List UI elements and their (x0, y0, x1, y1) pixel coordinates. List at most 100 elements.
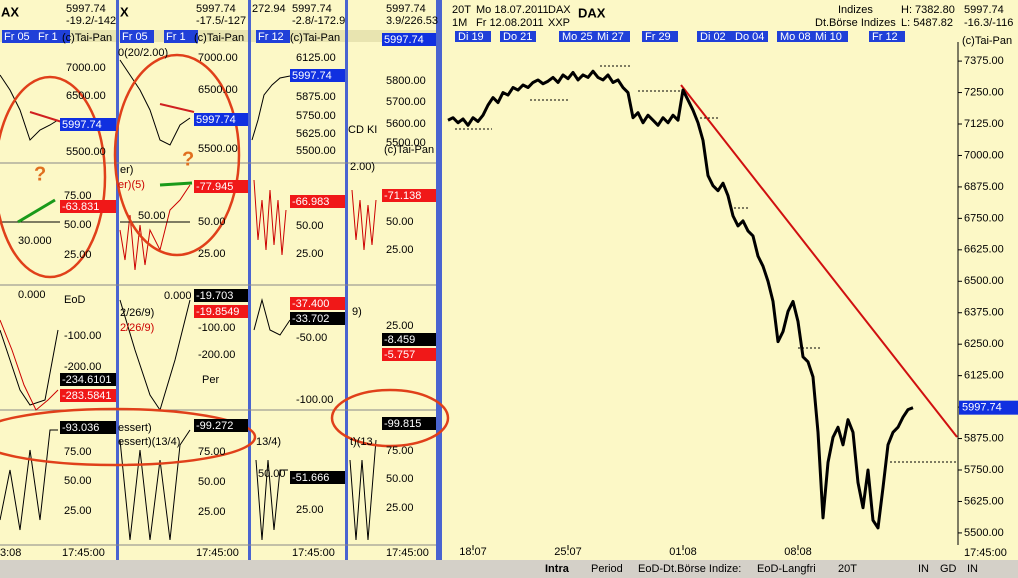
panel-label: 17:45:00 (62, 547, 105, 559)
date-tab-label: Do 21 (503, 31, 532, 43)
date-tab-label: Mi 10 (815, 31, 842, 43)
panel-label: 5997.74 (384, 34, 424, 46)
label-tag (194, 305, 248, 318)
panel-label: 5625.00 (296, 128, 336, 140)
panel-label: 50.00 (258, 468, 286, 480)
panel-label: 2/26/9) (120, 307, 154, 319)
panel-label: 0.000 (18, 289, 46, 301)
panel-label: 50.00 (64, 475, 92, 487)
subtitle: XXP (548, 17, 570, 29)
y-tick-label: 5875.00 (964, 432, 1004, 444)
panel-label: er) (120, 164, 133, 176)
panel-label: -33.702 (292, 313, 329, 325)
y-tick-label: 7125.00 (964, 118, 1004, 130)
panel-label: 5600.00 (386, 118, 426, 130)
panel-label: -93.036 (62, 422, 99, 434)
panel-label: 5500.00 (198, 143, 238, 155)
panel-label: 5997.74 (292, 3, 332, 15)
date-tab (732, 31, 768, 42)
tab[interactable]: Intra (545, 563, 570, 575)
label-tag (382, 348, 436, 361)
x-tick-label: 01:08 (669, 546, 697, 558)
panel-label: -99.272 (196, 420, 233, 432)
y-tick-label: 6750.00 (964, 212, 1004, 224)
last: 5997.74 (964, 4, 1004, 16)
panel-label: 25.00 (296, 504, 324, 516)
panel-label: 2.00) (350, 161, 375, 173)
panel-label: 25.00 (64, 505, 92, 517)
panel-label: -200.00 (64, 361, 101, 373)
price-line (447, 69, 914, 530)
panel-label: 5500.00 (66, 146, 106, 158)
panel-label: -200.00 (198, 349, 235, 361)
label-tag (290, 297, 345, 310)
panel-label: -100.00 (296, 394, 333, 406)
label-tag (382, 33, 436, 46)
panel-label: 50.00 (138, 210, 166, 222)
label-tag (2, 30, 36, 43)
panel-label: 0.000 (164, 290, 192, 302)
panel-label: X (120, 4, 129, 19)
last-price-label: 5997.74 (962, 402, 1002, 414)
panel-label: -17.5/-127 (196, 15, 246, 27)
panel-label: 6500.00 (66, 90, 106, 102)
panel-label: 30.000 (18, 235, 52, 247)
tab[interactable]: EoD-Langfri (757, 563, 816, 575)
button[interactable]: GD (940, 563, 957, 575)
panel-label: -19.703 (196, 290, 233, 302)
label-tag (290, 471, 345, 484)
panel-label: 5997.74 (292, 70, 332, 82)
label-tag (194, 113, 248, 126)
panel-label: -50.00 (296, 332, 327, 344)
panel-label: -99.815 (384, 418, 421, 430)
panel-label: EoD (64, 294, 85, 306)
main-header: 20T 1M Mo 18.07.2011 Fr 12.08.2011 DAX X… (452, 4, 1013, 559)
end-date: Fr 12.08.2011 (476, 17, 544, 29)
panel-label: 5800.00 (386, 75, 426, 87)
date-tab (455, 31, 491, 42)
button[interactable]: IN (918, 563, 929, 575)
button[interactable]: IN (967, 563, 978, 575)
panel-label: ? (182, 148, 194, 170)
tab[interactable]: EoD-Dt.Börse Indize: (638, 563, 741, 575)
y-tick-label: 6625.00 (964, 244, 1004, 256)
date-tab-label: Do 04 (735, 31, 764, 43)
panel-label: 50.00 (198, 476, 226, 488)
date-tab (642, 31, 678, 42)
panel-label: 7000.00 (198, 52, 238, 64)
period-select[interactable]: 20T (838, 563, 857, 575)
panel-label: 5997.74 (196, 3, 236, 15)
mini-charts (0, 59, 377, 541)
panel-label: 17:45:00 (196, 547, 239, 559)
date-tab (697, 31, 733, 42)
panel-label: -66.983 (292, 196, 329, 208)
start-date: Mo 18.07.2011 (476, 4, 549, 16)
date-tab-label: Fr 12 (872, 31, 898, 43)
panel-label: 272.94 (252, 3, 286, 15)
panel-label: 6500.00 (198, 84, 238, 96)
y-tick-label: 5750.00 (964, 464, 1004, 476)
panel-label: 3.9/226.53 (386, 15, 438, 27)
panel-label: -37.400 (292, 298, 329, 310)
panel-label: 25.00 (64, 249, 92, 261)
panel-label: essert)(13/4) (118, 436, 180, 448)
tab[interactable]: Period (591, 563, 623, 575)
panel-label: -100.00 (198, 322, 235, 334)
panel-label: -100.00 (64, 330, 101, 342)
panel-label: 3:08 (0, 547, 21, 559)
date-tab (500, 31, 536, 42)
label-tag (60, 373, 116, 386)
symbol: DAX (548, 4, 571, 16)
panel-label: 9) (352, 306, 362, 318)
panel-label: -234.6101 (62, 374, 112, 386)
label-tag (382, 417, 436, 430)
y-tick-label: 5500.00 (964, 527, 1004, 539)
label-tag (60, 421, 116, 434)
panel-label: 75.00 (386, 445, 414, 457)
panel-label: -77.945 (196, 181, 233, 193)
label-tag (382, 189, 436, 202)
panel-label: 13/4) (256, 436, 281, 448)
label-tag (60, 118, 116, 131)
panel-label: 2/26/9) (120, 322, 154, 334)
label-tag (256, 30, 290, 43)
